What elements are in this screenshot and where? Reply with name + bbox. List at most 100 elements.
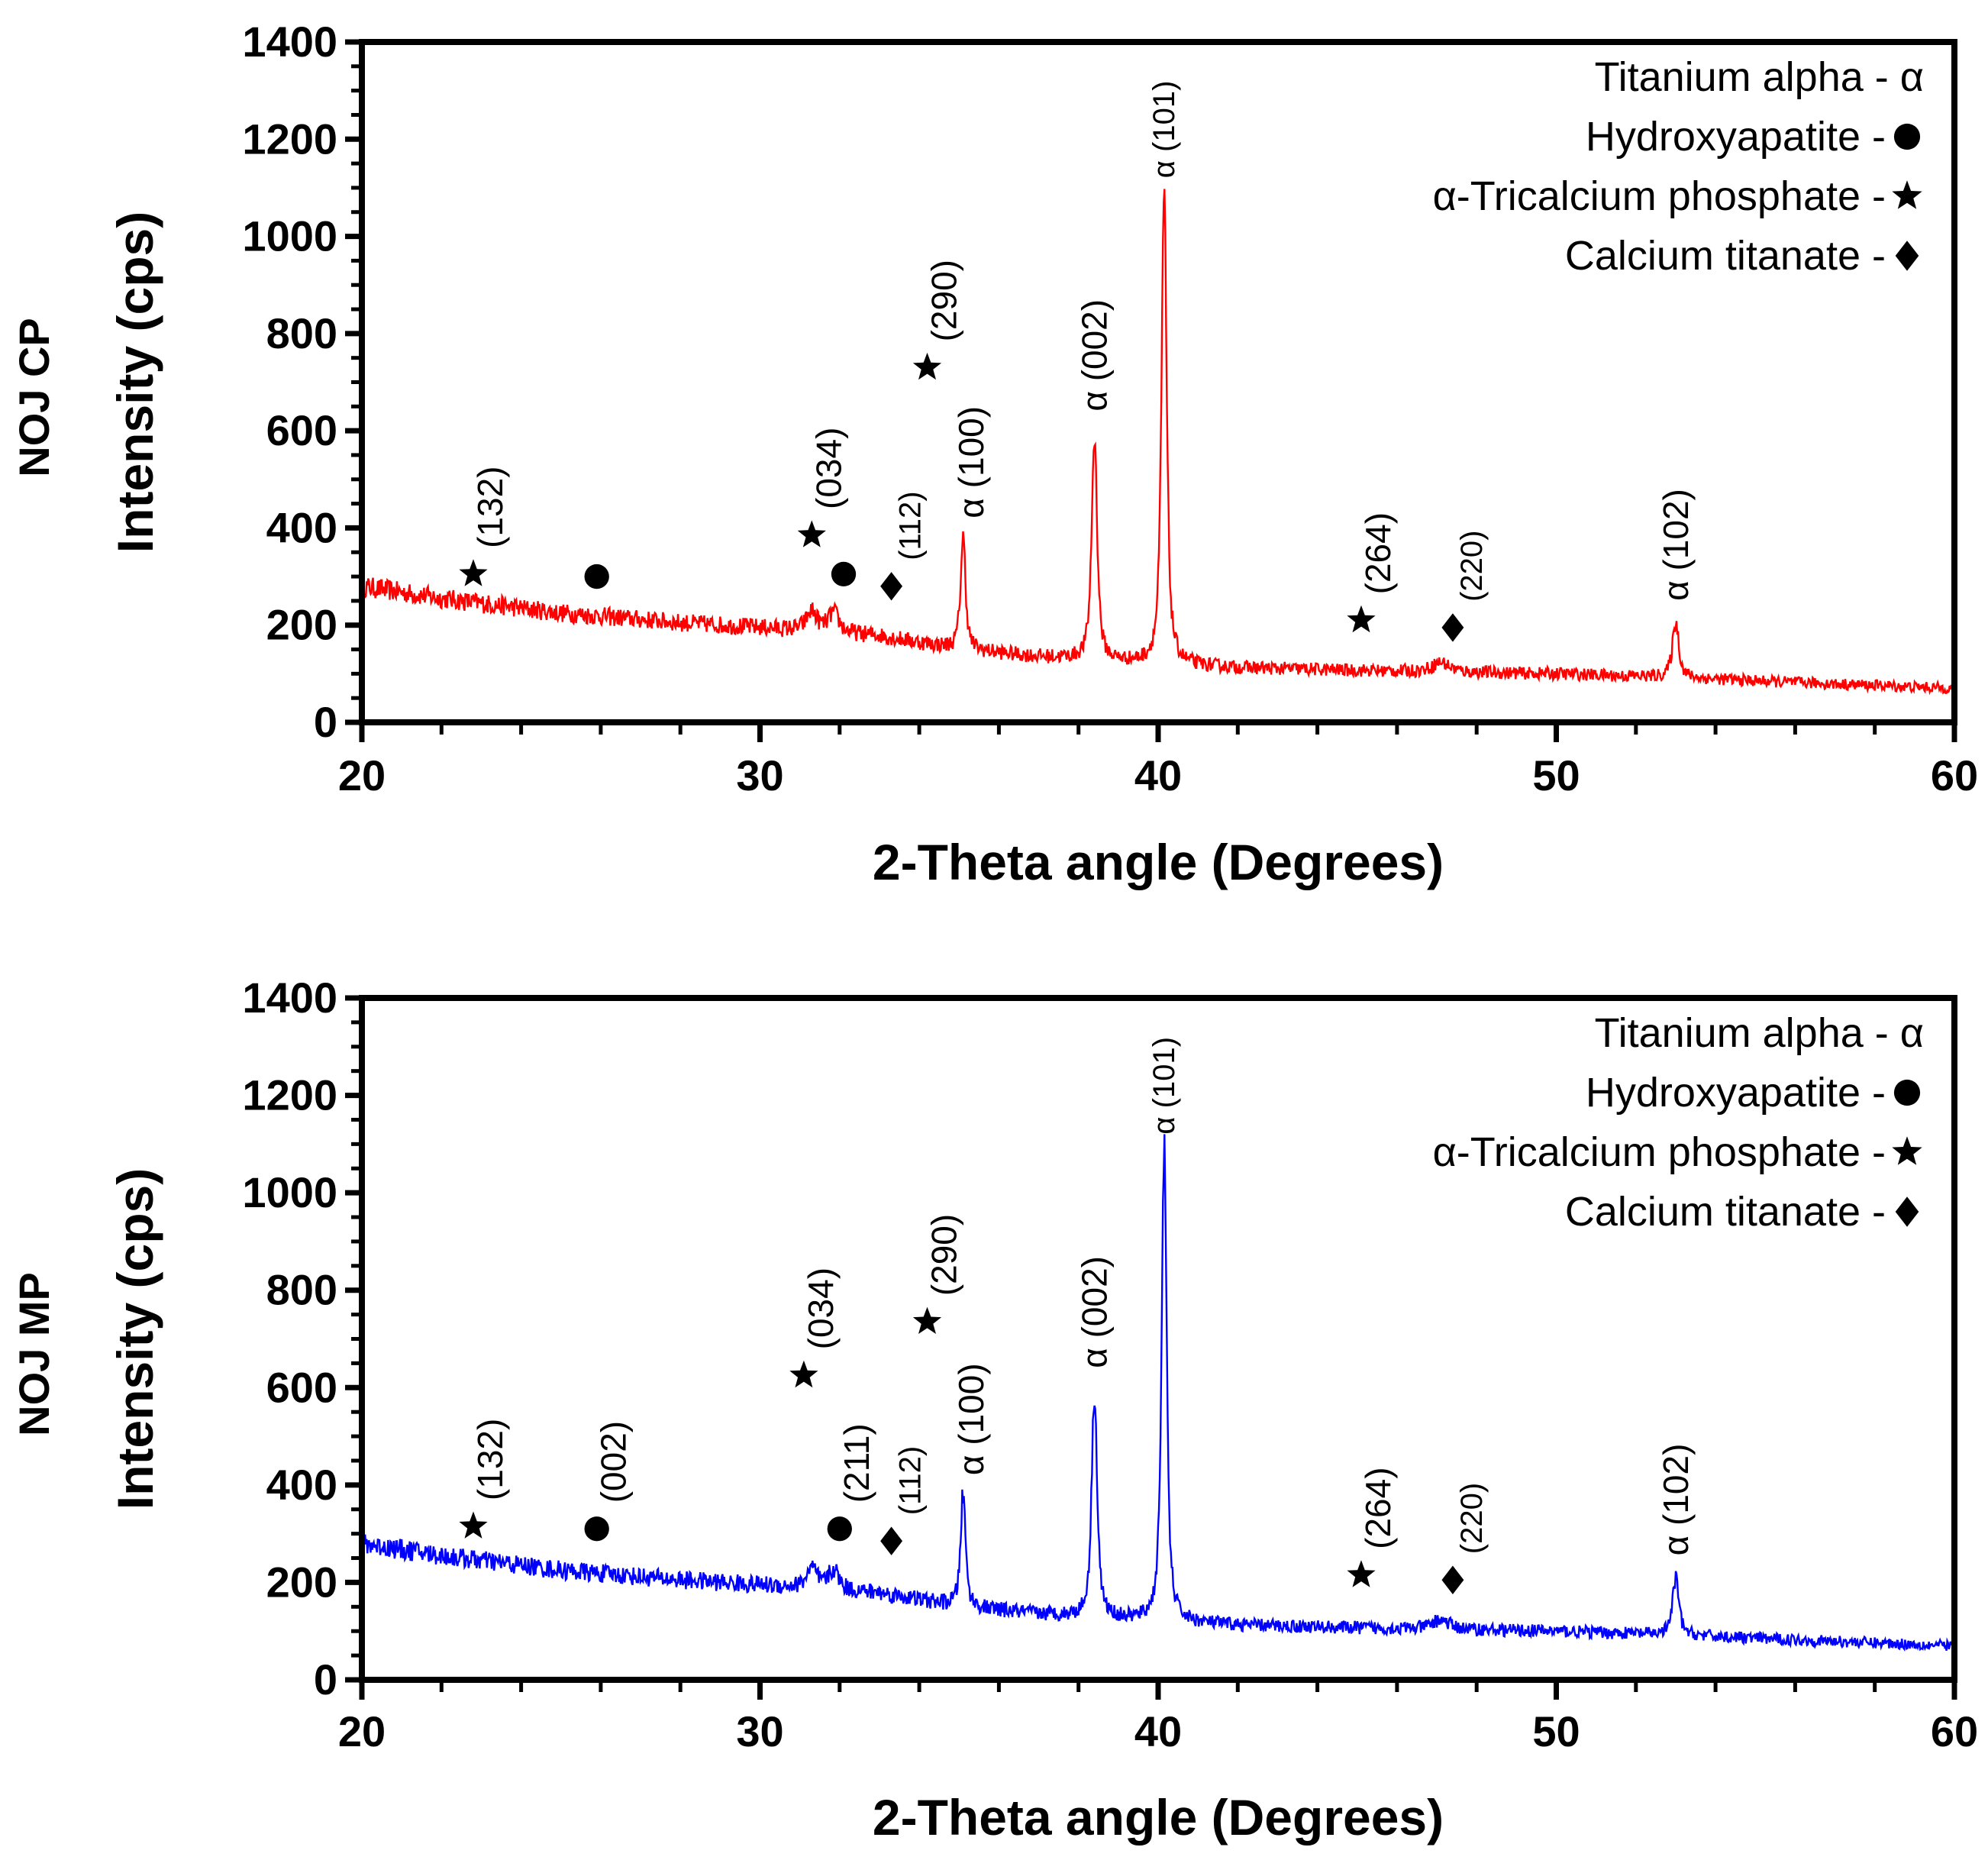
x-tick-label: 40 <box>1134 1707 1182 1755</box>
diamond-marker-icon <box>1895 1196 1919 1227</box>
x-tick-label: 50 <box>1532 1707 1580 1755</box>
panel-label: NOJ MP <box>10 1272 58 1436</box>
peak-annotation: (002) <box>584 1421 634 1542</box>
y-axis-title: Intensity (cps) <box>107 1168 163 1510</box>
xrd-pattern-line <box>360 1134 1955 1652</box>
peak-label: α (102) <box>1656 1444 1696 1556</box>
legend: Titanium alpha - α Hydroxyapatite - α-Tri… <box>1433 54 1924 279</box>
star-marker-icon <box>789 1360 818 1388</box>
y-tick-label: 0 <box>314 698 337 746</box>
legend: Titanium alpha - α Hydroxyapatite - α-Tri… <box>1433 1010 1924 1235</box>
peak-label: α (002) <box>1075 1256 1115 1368</box>
y-tick-label: 200 <box>266 1558 337 1606</box>
legend-entry: Titanium alpha - α <box>1595 1010 1924 1056</box>
diamond-marker-icon <box>880 572 903 601</box>
chart-panel-1: 0 200 400 600 800 1000 1200 1400 20 30 40 50 60 2-The… <box>10 18 1978 890</box>
peak-annotation: (112) <box>880 491 928 601</box>
y-tick-label: 1400 <box>242 974 337 1022</box>
diamond-marker-icon <box>1441 613 1464 642</box>
diamond-marker-icon <box>1895 241 1919 271</box>
peak-annotation: α (002) <box>1075 299 1115 412</box>
peak-annotation: α (100) <box>951 406 991 518</box>
peak-annotation: α (102) <box>1656 1444 1696 1556</box>
peak-annotation: (290) <box>912 1214 964 1334</box>
peak-annotation: (220) <box>1441 1483 1489 1594</box>
circle-marker-icon <box>827 1516 852 1542</box>
chart-panel-2: 0 200 400 600 800 1000 1200 1400 20 30 40 50 60 2-The… <box>10 974 1978 1846</box>
star-marker-icon <box>1347 1560 1376 1587</box>
circle-marker-icon <box>1893 123 1921 150</box>
y-tick-label: 800 <box>266 1266 337 1314</box>
peak-annotation: (034) <box>797 428 848 547</box>
peak-label: (132) <box>470 1419 510 1500</box>
peak-label: (211) <box>837 1423 876 1503</box>
peak-annotation <box>831 561 857 587</box>
peak-annotation: α (101) <box>1147 81 1181 179</box>
y-tick-label: 1400 <box>242 18 337 66</box>
peak-annotation <box>584 564 609 589</box>
peak-label: (112) <box>894 491 928 560</box>
star-marker-icon <box>459 559 488 586</box>
y-tick-label: 400 <box>266 1461 337 1509</box>
star-marker-icon <box>797 520 826 547</box>
x-tick-label: 40 <box>1134 751 1182 799</box>
circle-marker-icon <box>1893 1079 1921 1106</box>
peak-label: (002) <box>594 1421 634 1503</box>
xrd-pattern-line <box>360 189 1956 696</box>
peak-label: (034) <box>801 1268 841 1349</box>
diamond-marker-icon <box>1441 1565 1464 1594</box>
y-tick-label: 400 <box>266 503 337 551</box>
peak-label: α (101) <box>1147 81 1181 179</box>
peak-label: (220) <box>1455 1483 1489 1554</box>
star-marker-icon <box>912 1306 942 1334</box>
legend-entry: Calcium titanate - <box>1565 1189 1886 1235</box>
y-tick-label: 200 <box>266 601 337 649</box>
peak-annotation: α (101) <box>1147 1037 1181 1135</box>
x-tick-label: 20 <box>338 1707 386 1755</box>
peak-annotation: (034) <box>789 1268 841 1388</box>
peak-label: α (102) <box>1656 489 1696 601</box>
peak-label: (034) <box>808 428 848 509</box>
peak-label: (132) <box>470 466 510 547</box>
legend-entry: α-Tricalcium phosphate - <box>1433 1129 1886 1175</box>
peak-label: (264) <box>1358 512 1398 594</box>
peak-label: (264) <box>1358 1467 1398 1548</box>
peak-label: α (100) <box>951 406 991 518</box>
peak-annotation: α (100) <box>951 1363 991 1475</box>
peak-annotation: (211) <box>827 1423 876 1542</box>
diamond-marker-icon <box>880 1526 903 1555</box>
y-tick-label: 600 <box>266 1363 337 1411</box>
x-tick-label: 20 <box>338 751 386 799</box>
peak-annotation: (132) <box>459 466 510 586</box>
peak-label: (290) <box>925 1214 964 1296</box>
y-tick-label: 1200 <box>242 115 337 163</box>
circle-marker-icon <box>584 1516 609 1542</box>
peak-label: (112) <box>894 1446 928 1515</box>
peak-label: (220) <box>1455 531 1489 602</box>
x-tick-label: 30 <box>736 751 783 799</box>
legend-entry: Calcium titanate - <box>1565 233 1886 279</box>
y-tick-label: 600 <box>266 406 337 454</box>
peak-annotation: (112) <box>880 1446 928 1555</box>
peak-annotation: (132) <box>459 1419 510 1539</box>
x-tick-label: 30 <box>736 1707 783 1755</box>
peak-label: α (100) <box>951 1363 991 1475</box>
peak-annotation: α (102) <box>1656 489 1696 601</box>
y-tick-label: 1200 <box>242 1071 337 1119</box>
star-marker-icon <box>1892 1136 1922 1165</box>
y-axis-title: Intensity (cps) <box>107 212 163 553</box>
legend-entry: Hydroxyapatite - <box>1586 114 1886 160</box>
peak-annotation: (264) <box>1347 512 1398 633</box>
star-marker-icon <box>1892 180 1922 209</box>
legend-entry: α-Tricalcium phosphate - <box>1433 173 1886 219</box>
star-marker-icon <box>912 352 942 380</box>
y-tick-label: 800 <box>266 309 337 357</box>
y-tick-label: 1000 <box>242 212 337 260</box>
star-marker-icon <box>459 1511 488 1539</box>
star-marker-icon <box>1347 605 1376 633</box>
panel-label: NOJ CP <box>10 318 58 477</box>
legend-entry: Hydroxyapatite - <box>1586 1070 1886 1116</box>
legend-entry: Titanium alpha - α <box>1595 54 1924 100</box>
y-tick-label: 0 <box>314 1655 337 1703</box>
